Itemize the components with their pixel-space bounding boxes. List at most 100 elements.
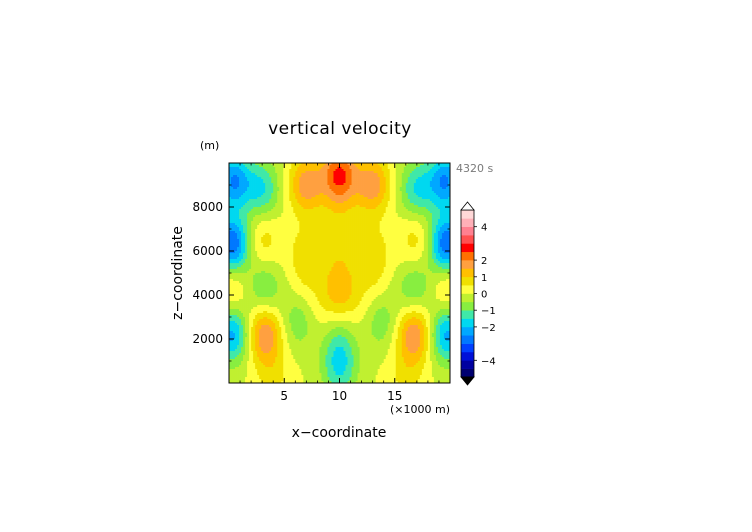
contour-cell	[249, 169, 252, 172]
contour-cell	[421, 187, 425, 190]
contour-cell	[315, 233, 318, 236]
contour-cell	[293, 171, 296, 174]
contour-cell	[261, 233, 264, 236]
contour-cell	[279, 227, 282, 230]
contour-cell	[257, 183, 260, 186]
contour-cell	[341, 239, 344, 242]
contour-cell	[425, 201, 429, 204]
contour-cell	[413, 209, 417, 212]
contour-cell	[411, 227, 415, 230]
contour-cell	[327, 205, 330, 208]
contour-cell	[251, 193, 254, 196]
contour-cell	[277, 229, 280, 232]
contour-cell	[383, 165, 387, 168]
contour-cell	[315, 209, 318, 212]
contour-cell	[299, 185, 302, 188]
contour-cell	[319, 179, 322, 182]
contour-cell	[401, 181, 405, 184]
contour-cell	[255, 221, 258, 224]
contour-cell	[243, 175, 246, 178]
contour-cell	[351, 249, 354, 252]
contour-cell	[343, 237, 346, 240]
contour-cell	[295, 173, 298, 176]
contour-cell	[419, 219, 423, 222]
contour-cell	[447, 229, 451, 232]
contour-cell	[241, 223, 244, 226]
contour-cell	[305, 171, 308, 174]
contour-cell	[253, 187, 256, 190]
contour-cell	[243, 227, 246, 230]
contour-cell	[367, 167, 370, 170]
contour-cell	[233, 169, 236, 172]
contour-cell	[397, 189, 401, 192]
contour-cell	[383, 219, 387, 222]
contour-cell	[417, 177, 421, 180]
contour-cell	[355, 233, 358, 236]
contour-cell	[417, 233, 421, 236]
contour-cell	[359, 211, 362, 214]
contour-cell	[387, 231, 391, 234]
contour-cell	[319, 221, 322, 224]
contour-cell	[357, 223, 360, 226]
contour-cell	[311, 249, 314, 252]
contour-cell	[361, 203, 364, 206]
contour-cell	[337, 169, 340, 172]
contour-cell	[319, 247, 322, 250]
contour-cell	[269, 185, 272, 188]
contour-cell	[369, 209, 372, 212]
contour-cell	[343, 243, 346, 246]
contour-cell	[343, 245, 346, 248]
contour-cell	[415, 243, 419, 246]
contour-cell	[427, 245, 431, 248]
contour-cell	[371, 201, 375, 204]
contour-cell	[351, 171, 354, 174]
contour-cell	[419, 225, 423, 228]
contour-cell	[353, 185, 356, 188]
contour-cell	[303, 189, 306, 192]
contour-cell	[417, 235, 421, 238]
contour-cell	[373, 201, 377, 204]
contour-cell	[289, 167, 292, 170]
contour-cell	[357, 211, 360, 214]
contour-cell	[403, 219, 407, 222]
contour-cell	[289, 171, 292, 174]
contour-cell	[317, 241, 320, 244]
contour-cell	[423, 241, 427, 244]
contour-cell	[367, 223, 370, 226]
contour-cell	[301, 253, 304, 256]
contour-cell	[407, 233, 411, 236]
contour-cell	[369, 247, 372, 250]
contour-cell	[317, 169, 320, 172]
contour-cell	[345, 223, 348, 226]
contour-cell	[341, 211, 344, 214]
contour-cell	[289, 191, 292, 194]
contour-cell	[421, 163, 425, 166]
contour-cell	[431, 241, 435, 244]
contour-cell	[445, 227, 449, 230]
contour-cell	[399, 179, 403, 182]
contour-cell	[313, 175, 316, 178]
contour-cell	[377, 207, 381, 210]
contour-cell	[413, 243, 417, 246]
contour-cell	[381, 163, 385, 166]
contour-cell	[307, 173, 310, 176]
contour-cell	[421, 205, 425, 208]
contour-cell	[315, 199, 318, 202]
contour-cell	[339, 177, 342, 180]
contour-cell	[369, 239, 372, 242]
contour-cell	[353, 217, 356, 220]
contour-cell	[447, 233, 451, 236]
contour-cell	[275, 181, 278, 184]
contour-cell	[379, 225, 383, 228]
contour-cell	[417, 217, 421, 220]
contour-cell	[379, 217, 383, 220]
contour-cell	[393, 231, 397, 234]
contour-cell	[303, 215, 306, 218]
contour-cell	[369, 217, 372, 220]
contour-cell	[391, 165, 395, 168]
contour-cell	[445, 185, 449, 188]
contour-cell	[341, 227, 344, 230]
contour-cell	[255, 181, 258, 184]
contour-cell	[437, 245, 441, 248]
contour-cell	[387, 197, 391, 200]
